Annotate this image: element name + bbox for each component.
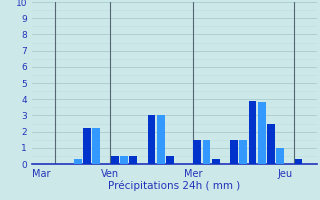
Bar <box>258 102 266 164</box>
Bar <box>230 140 238 164</box>
Bar <box>111 156 119 164</box>
X-axis label: Précipitations 24h ( mm ): Précipitations 24h ( mm ) <box>108 180 241 191</box>
Bar <box>249 101 256 164</box>
Bar <box>276 148 284 164</box>
Bar <box>239 140 247 164</box>
Bar <box>166 156 174 164</box>
Bar <box>157 115 164 164</box>
Bar <box>83 128 91 164</box>
Bar <box>120 156 128 164</box>
Bar <box>294 159 302 164</box>
Bar <box>267 124 275 164</box>
Bar <box>148 115 155 164</box>
Bar <box>74 159 82 164</box>
Bar <box>203 140 211 164</box>
Bar <box>212 159 220 164</box>
Bar <box>129 156 137 164</box>
Bar <box>92 128 100 164</box>
Bar <box>194 140 201 164</box>
